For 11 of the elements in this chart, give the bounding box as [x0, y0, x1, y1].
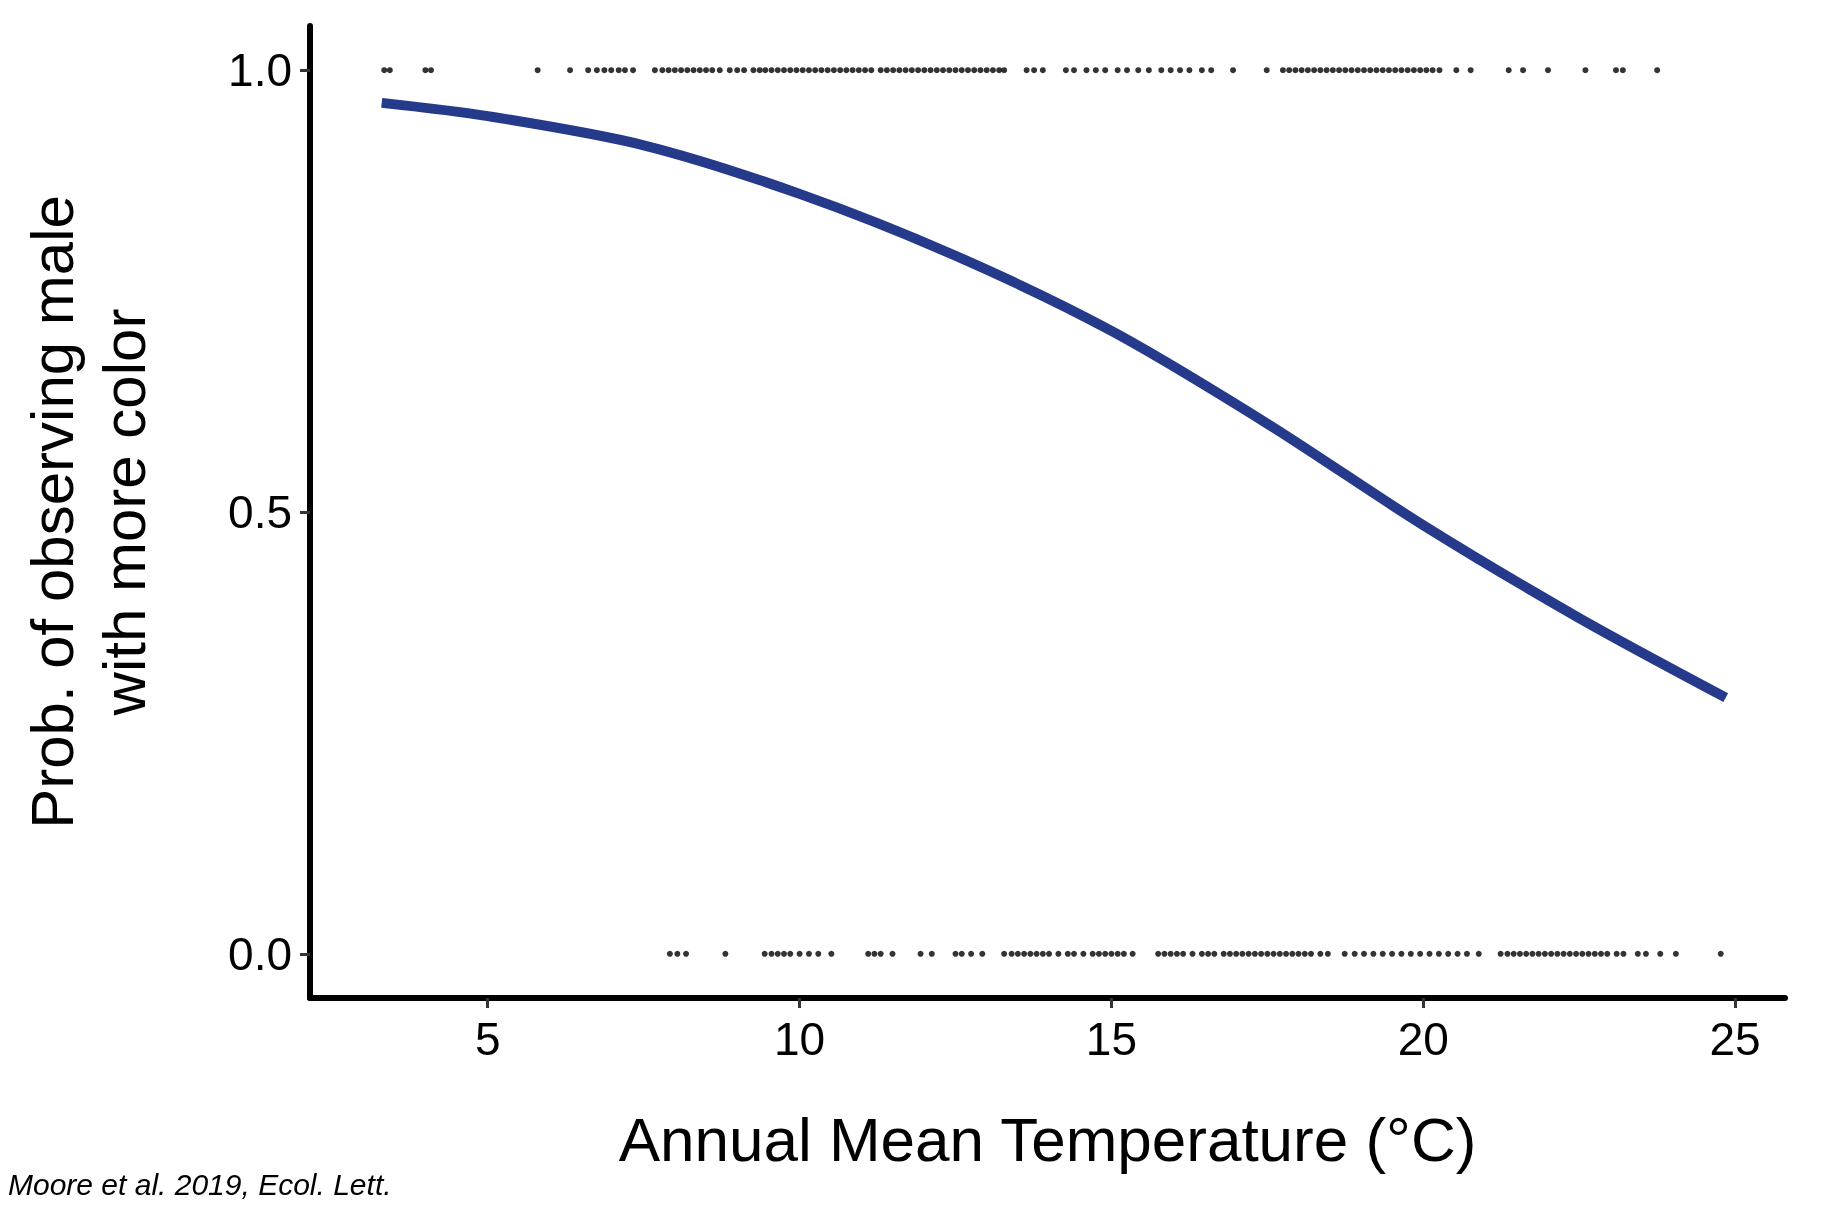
y-tick-label: 0.5 — [228, 486, 292, 538]
x-axis-title: Annual Mean Temperature (°C) — [618, 1104, 1477, 1174]
x-tick-label: 25 — [1709, 1013, 1761, 1065]
y-tick-label: 1.0 — [228, 44, 292, 97]
text: Moore et al. 2019, Ecol. Lett. — [8, 1167, 392, 1201]
y-tick-label: 0.0 — [228, 927, 292, 980]
x-tick-label: 15 — [1085, 1013, 1138, 1065]
x-tick-label: 5 — [474, 1013, 501, 1065]
x-tick-label: 20 — [1397, 1013, 1449, 1065]
y-axis-title: Prob. of observing male with more color — [18, 195, 158, 829]
x-tick-label: 10 — [774, 1013, 826, 1065]
